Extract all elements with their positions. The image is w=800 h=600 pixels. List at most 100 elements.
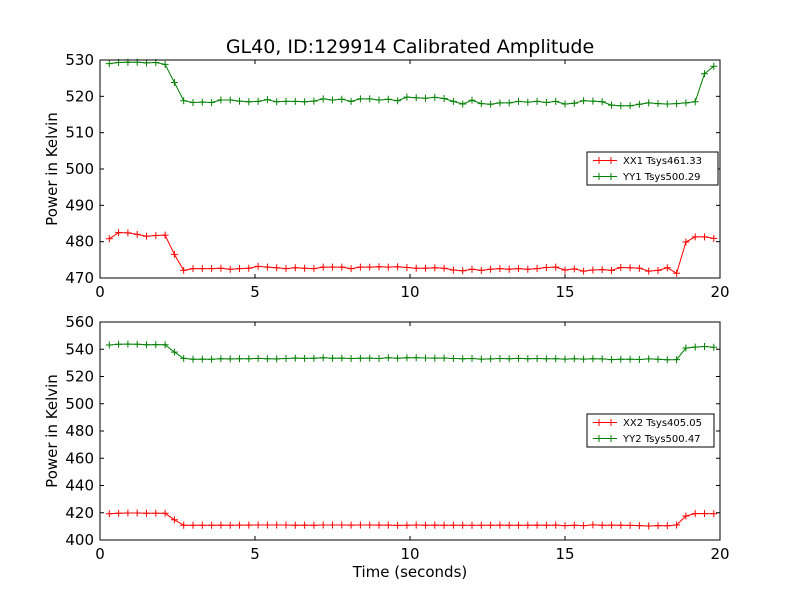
data-point xyxy=(217,355,225,363)
bottom-series-markers-2 xyxy=(105,340,718,364)
data-point xyxy=(580,97,588,105)
y-tick-label: 500 xyxy=(65,160,94,178)
data-point xyxy=(635,100,643,108)
bottom-x-axis-label: Time (seconds) xyxy=(352,563,468,581)
data-point xyxy=(291,521,299,529)
data-point xyxy=(394,354,402,362)
data-point xyxy=(161,341,169,349)
data-point xyxy=(691,98,699,106)
legend-marker xyxy=(595,173,615,180)
data-point xyxy=(449,355,457,362)
data-point xyxy=(598,266,606,274)
data-point xyxy=(654,355,662,363)
data-point xyxy=(626,102,634,110)
x-tick-label: 20 xyxy=(710,545,729,563)
data-point xyxy=(236,97,243,105)
data-point xyxy=(105,235,113,243)
x-tick-label: 20 xyxy=(710,283,729,301)
data-point xyxy=(608,266,615,274)
data-point xyxy=(115,229,123,237)
data-point xyxy=(468,96,476,104)
data-point xyxy=(329,96,336,104)
data-point xyxy=(310,265,318,273)
data-point xyxy=(356,95,364,103)
y-tick-label: 520 xyxy=(65,87,94,105)
data-point xyxy=(403,521,411,529)
bottom-subplot: 0 5 10 15 20 400 420 440 460 480 500 520 540 560 Power… xyxy=(43,313,730,581)
data-point xyxy=(226,96,234,104)
data-point xyxy=(682,238,690,246)
y-tick-label: 520 xyxy=(65,368,94,386)
data-point xyxy=(626,264,634,272)
data-point xyxy=(105,60,113,68)
data-point xyxy=(301,264,309,272)
data-point xyxy=(440,521,448,529)
data-point xyxy=(208,521,216,529)
data-point xyxy=(403,93,411,101)
data-point xyxy=(496,265,504,273)
y-tick-label: 490 xyxy=(65,196,94,214)
data-point xyxy=(701,343,708,350)
data-point xyxy=(598,521,606,529)
data-point xyxy=(459,267,467,275)
data-point xyxy=(208,99,216,106)
data-point xyxy=(701,233,708,241)
data-point xyxy=(115,509,123,517)
data-point xyxy=(310,97,318,105)
bottom-y-axis-label: Power in Kelvin xyxy=(43,374,61,488)
data-point xyxy=(152,232,160,239)
x-tick-label: 5 xyxy=(250,283,260,301)
data-point xyxy=(338,263,346,271)
data-point xyxy=(254,97,262,105)
data-point xyxy=(691,510,699,518)
data-point xyxy=(189,355,197,363)
data-point xyxy=(626,521,634,529)
top-series-markers-2 xyxy=(105,58,718,110)
data-point xyxy=(319,521,327,529)
data-point xyxy=(552,521,560,529)
data-point xyxy=(487,265,495,273)
data-point xyxy=(291,97,299,105)
data-point xyxy=(189,265,197,273)
data-point xyxy=(170,516,178,524)
data-point xyxy=(422,521,429,529)
data-point xyxy=(180,521,188,529)
data-point xyxy=(487,521,495,529)
data-point xyxy=(403,354,411,362)
data-point xyxy=(236,265,243,273)
legend-marker xyxy=(595,435,615,442)
data-point xyxy=(589,266,597,274)
data-point xyxy=(422,354,429,362)
data-point xyxy=(282,521,290,529)
data-point xyxy=(105,510,113,518)
data-point xyxy=(347,97,355,105)
data-point xyxy=(524,98,532,106)
data-point xyxy=(505,521,513,529)
data-point xyxy=(273,98,281,106)
data-point xyxy=(208,265,216,273)
data-point xyxy=(542,521,550,529)
data-point xyxy=(384,521,392,529)
bottom-series-markers-1 xyxy=(105,509,718,530)
data-point xyxy=(263,521,271,529)
data-point xyxy=(580,355,588,363)
data-point xyxy=(301,521,309,529)
legend-marker xyxy=(595,419,615,426)
data-point xyxy=(617,102,625,110)
data-point xyxy=(412,521,420,529)
data-point xyxy=(663,264,671,272)
data-point xyxy=(161,509,169,517)
data-point xyxy=(431,264,439,272)
data-point xyxy=(552,263,560,271)
x-tick-label: 15 xyxy=(555,283,574,301)
data-point xyxy=(626,355,634,363)
data-point xyxy=(161,60,169,68)
data-point xyxy=(570,521,578,529)
data-point xyxy=(515,354,522,362)
data-point xyxy=(635,522,643,530)
data-point xyxy=(375,263,383,271)
data-point xyxy=(682,344,690,352)
data-point xyxy=(440,354,448,362)
data-point xyxy=(710,510,718,518)
